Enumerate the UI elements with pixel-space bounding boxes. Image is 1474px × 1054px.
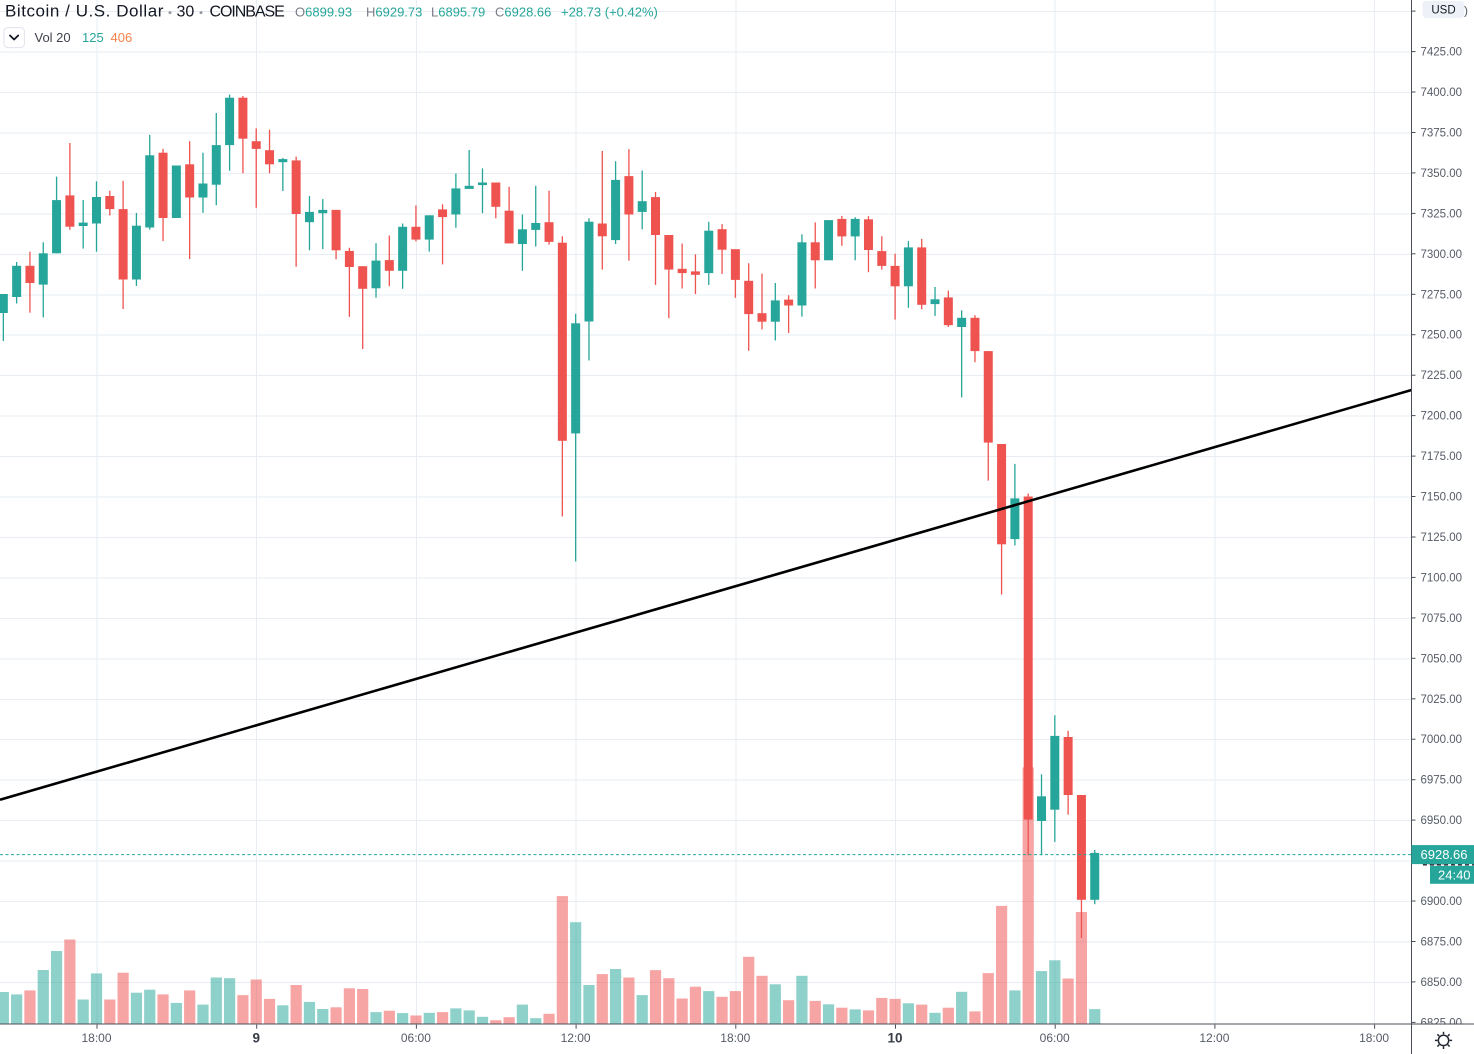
svg-text:18:00: 18:00 [81,1031,111,1045]
svg-text:125: 125 [82,30,104,45]
svg-text:7300.00: 7300.00 [1421,249,1463,261]
svg-text:6975.00: 6975.00 [1421,775,1463,787]
svg-text:7350.00: 7350.00 [1421,168,1463,180]
svg-text:7250.00: 7250.00 [1421,330,1463,342]
svg-text:7375.00: 7375.00 [1421,128,1463,140]
svg-text:18:00: 18:00 [1359,1031,1389,1045]
svg-text:30: 30 [177,3,195,20]
svg-text:7000.00: 7000.00 [1421,734,1463,746]
svg-text:6928.66: 6928.66 [1421,847,1468,862]
svg-text:7325.00: 7325.00 [1421,208,1463,220]
svg-text:7275.00: 7275.00 [1421,289,1463,301]
svg-text:10: 10 [887,1031,902,1046]
svg-text:COINBASE: COINBASE [210,3,285,20]
svg-text:7425.00: 7425.00 [1421,47,1463,59]
svg-text:USD: USD [1431,5,1455,17]
svg-text:7075.00: 7075.00 [1421,613,1463,625]
svg-text:24:40: 24:40 [1438,867,1471,882]
svg-text:7050.00: 7050.00 [1421,653,1463,665]
svg-text:12:00: 12:00 [1199,1031,1229,1045]
svg-text:7125.00: 7125.00 [1421,532,1463,544]
svg-text:18:00: 18:00 [720,1031,750,1045]
svg-text:7175.00: 7175.00 [1421,451,1463,463]
svg-text:6850.00: 6850.00 [1421,977,1463,989]
svg-text:6900.00: 6900.00 [1421,896,1463,908]
svg-text:Bitcoin / U.S. Dollar: Bitcoin / U.S. Dollar [5,1,164,20]
svg-text:06:00: 06:00 [1040,1031,1070,1045]
svg-text:Vol 20: Vol 20 [35,30,71,45]
svg-text:406: 406 [111,30,133,45]
svg-text:7150.00: 7150.00 [1421,492,1463,504]
svg-text:7400.00: 7400.00 [1421,87,1463,99]
svg-text:06:00: 06:00 [401,1031,431,1045]
svg-text:7025.00: 7025.00 [1421,694,1463,706]
svg-text:7100.00: 7100.00 [1421,572,1463,584]
svg-text:6875.00: 6875.00 [1421,937,1463,949]
svg-text:): ) [1464,4,1468,18]
svg-text:12:00: 12:00 [561,1031,591,1045]
svg-text:6950.00: 6950.00 [1421,815,1463,827]
svg-text:7225.00: 7225.00 [1421,370,1463,382]
svg-text:7200.00: 7200.00 [1421,411,1463,423]
svg-text:9: 9 [252,1031,260,1046]
